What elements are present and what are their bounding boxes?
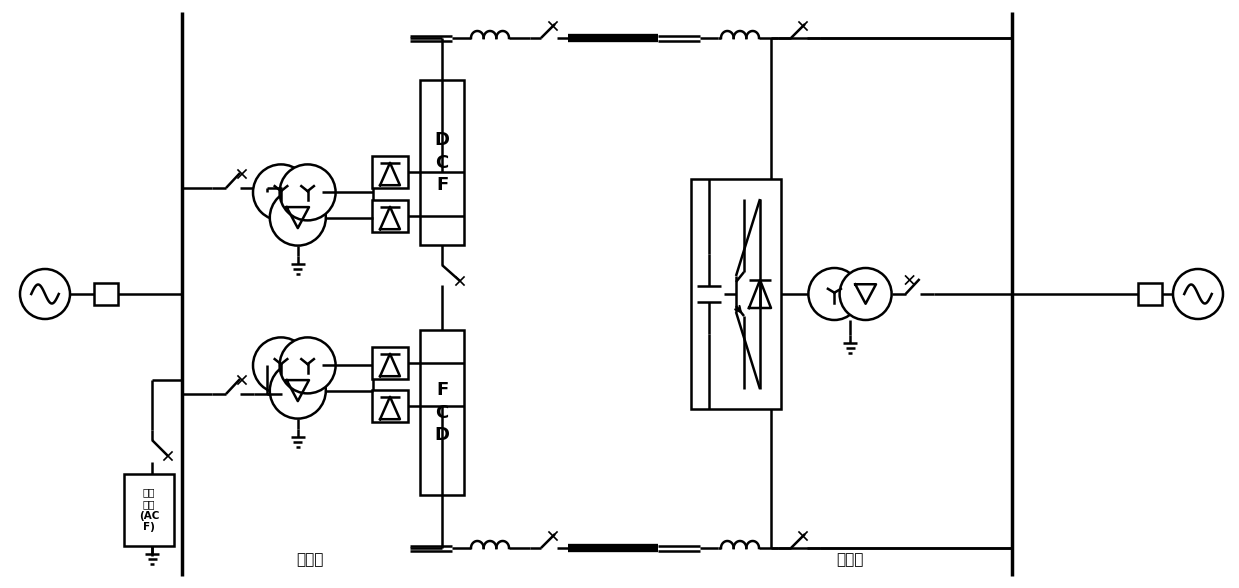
Text: 滤波
元件
(AC
F): 滤波 元件 (AC F) [139, 487, 159, 532]
Bar [691, 179, 781, 409]
Circle shape [253, 338, 309, 393]
Circle shape [270, 189, 326, 246]
Bar [372, 156, 408, 188]
Circle shape [280, 165, 336, 220]
Text: 逆变站: 逆变站 [836, 553, 864, 567]
Bar [372, 200, 408, 232]
Circle shape [20, 269, 69, 319]
Bar [372, 347, 408, 379]
Circle shape [840, 268, 892, 320]
Circle shape [253, 165, 309, 220]
Text: D
C
F: D C F [435, 131, 450, 193]
Bar [420, 80, 463, 245]
Text: 整流站: 整流站 [296, 553, 323, 567]
Circle shape [808, 268, 860, 320]
Bar [420, 330, 463, 495]
Bar [94, 283, 118, 305]
Circle shape [280, 338, 336, 393]
Bar [372, 390, 408, 422]
Circle shape [270, 363, 326, 419]
Circle shape [1173, 269, 1223, 319]
Bar [124, 474, 173, 546]
Bar [1137, 283, 1162, 305]
Text: F
C
D: F C D [435, 381, 450, 444]
